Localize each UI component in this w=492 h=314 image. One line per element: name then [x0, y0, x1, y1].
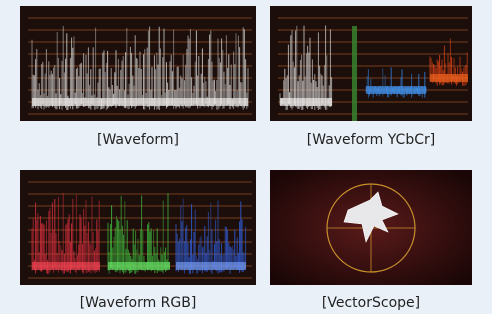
caption: [Waveform RGB] [18, 294, 258, 312]
trace-band [280, 98, 332, 106]
caption: [Waveform] [18, 131, 258, 149]
trace-band [366, 86, 426, 94]
caption: [Waveform YCbCr] [251, 131, 491, 149]
trace-band [32, 98, 248, 106]
vectorscope-image [270, 170, 472, 285]
trace-band [176, 262, 246, 270]
trace [352, 26, 357, 121]
waveform-image [20, 6, 256, 121]
page: [Waveform] [Waveform YCbCr] [Waveform RG… [0, 0, 492, 314]
waveform-ycbcr-image [270, 6, 472, 121]
waveform-rgb-image [20, 170, 256, 285]
trace-band [108, 262, 170, 270]
trace-band [32, 262, 100, 270]
caption: [VectorScope] [251, 294, 491, 312]
trace-band [430, 74, 468, 82]
